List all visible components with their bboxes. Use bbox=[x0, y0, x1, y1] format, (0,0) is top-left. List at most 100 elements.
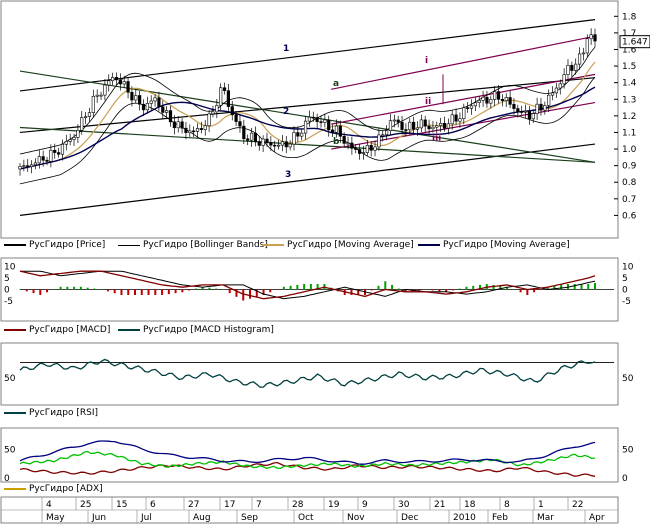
macd-histogram-bar bbox=[59, 286, 62, 290]
candle-body bbox=[176, 121, 180, 129]
candle-body bbox=[111, 77, 115, 82]
macd-histogram-bar bbox=[120, 289, 123, 295]
legend-swatch-macd-hist bbox=[118, 329, 140, 331]
macd-histogram-bar bbox=[39, 289, 42, 295]
candle-body bbox=[153, 97, 157, 102]
candle-body bbox=[323, 119, 327, 123]
macd-histogram-bar bbox=[228, 289, 231, 294]
macd-histogram-bar bbox=[134, 289, 136, 295]
legend-label-macd: РусГидро [MACD] bbox=[29, 325, 111, 335]
legend-label-rsi: РусГидро [RSI] bbox=[29, 408, 98, 418]
price-ytick-label: 1.6 bbox=[622, 45, 637, 55]
macd-histogram-bar bbox=[79, 286, 82, 290]
candle-body bbox=[377, 134, 381, 148]
adx-ytick-label-left: 50 bbox=[4, 445, 16, 455]
adx-ytick-label-right: 50 bbox=[622, 445, 634, 455]
macd-histogram-bar bbox=[194, 288, 197, 290]
candle-body bbox=[145, 103, 149, 111]
macd-histogram-bar bbox=[73, 286, 76, 290]
candle-body bbox=[577, 53, 582, 65]
candle-body bbox=[327, 119, 331, 131]
channel-line-upper bbox=[331, 35, 596, 90]
candle-body bbox=[346, 142, 350, 145]
candle-body bbox=[222, 87, 227, 91]
candle-body bbox=[288, 143, 292, 148]
macd-histogram-bar bbox=[309, 284, 312, 290]
macd-histogram-bar bbox=[289, 285, 292, 290]
month-label: 2010 bbox=[453, 513, 476, 523]
rsi-panel-frame[interactable] bbox=[0, 342, 619, 406]
macd-ytick-label-right: -5 bbox=[622, 297, 631, 307]
candle-body bbox=[427, 125, 431, 130]
macd-histogram-bar bbox=[303, 284, 306, 290]
macd-histogram-bar bbox=[465, 286, 468, 290]
candle-body bbox=[508, 97, 512, 105]
candle-body bbox=[454, 114, 458, 122]
legend-swatch-ma-gold bbox=[262, 244, 284, 246]
candle-body bbox=[261, 138, 265, 146]
candle-body bbox=[168, 110, 173, 123]
candle-body bbox=[570, 64, 574, 71]
legend-swatch-rsi bbox=[4, 412, 26, 414]
legend-item-ma-gold: РусГидро [Moving Average] bbox=[262, 240, 414, 250]
macd-histogram-bar bbox=[25, 289, 28, 292]
candle-body bbox=[95, 94, 99, 97]
annotation-label: a bbox=[333, 79, 339, 89]
annotation-label: b bbox=[333, 137, 340, 147]
month-label: Feb bbox=[492, 513, 508, 523]
candle-body bbox=[188, 130, 192, 133]
month-label: Jul bbox=[140, 513, 152, 523]
candle-body bbox=[238, 121, 242, 127]
price-ytick-label: 1.4 bbox=[622, 79, 637, 89]
candle-body bbox=[253, 132, 258, 142]
candle-body bbox=[276, 144, 281, 147]
rsi-line bbox=[19, 358, 596, 388]
macd-histogram-bar bbox=[86, 287, 89, 290]
candle-body bbox=[504, 97, 508, 101]
adx-minus-di-line bbox=[19, 461, 596, 477]
macd-histogram-bar bbox=[533, 289, 536, 293]
candle-body bbox=[311, 116, 315, 119]
candle-body bbox=[520, 111, 524, 113]
candle-body bbox=[60, 143, 65, 155]
candle-body bbox=[566, 64, 570, 75]
legend-swatch-macd bbox=[4, 329, 26, 331]
annotation-label: ii bbox=[425, 97, 431, 107]
legend-label-ma-gold: РусГидро [Moving Average] bbox=[287, 240, 414, 250]
legend-item-rsi: РусГидро [RSI] bbox=[4, 408, 98, 418]
candle-body bbox=[180, 121, 184, 129]
candle-body bbox=[439, 123, 443, 126]
day-label: 15 bbox=[116, 500, 127, 510]
price-ytick-label: 0.9 bbox=[622, 162, 637, 172]
channel-line-mid bbox=[331, 73, 596, 125]
macd-histogram-bar bbox=[519, 289, 522, 293]
candle-body bbox=[466, 107, 470, 109]
candle-body bbox=[412, 121, 416, 130]
month-label: Aug bbox=[193, 513, 211, 523]
candle-body bbox=[388, 120, 393, 131]
candle-body bbox=[493, 91, 497, 100]
macd-histogram-bar bbox=[350, 289, 353, 295]
macd-line bbox=[19, 270, 596, 300]
month-label: Sep bbox=[241, 513, 258, 523]
candle-body bbox=[423, 119, 427, 127]
macd-histogram-bar bbox=[235, 289, 238, 297]
candle-body bbox=[442, 123, 447, 129]
macd-histogram-bar bbox=[19, 289, 21, 290]
candle-body bbox=[462, 107, 466, 119]
macd-histogram-bar bbox=[539, 289, 542, 290]
adx-plus-di-line bbox=[19, 450, 596, 470]
rsi-legend: РусГидро [RSI] bbox=[0, 408, 650, 420]
legend-item-price: РусГидро [Price] bbox=[4, 240, 105, 250]
candle-body bbox=[581, 52, 586, 55]
macd-histogram-bar bbox=[93, 288, 96, 290]
macd-histogram-bar bbox=[208, 287, 211, 290]
candle-body bbox=[56, 152, 61, 155]
candle-body bbox=[477, 99, 481, 103]
candle-body bbox=[485, 96, 489, 104]
candle-body bbox=[18, 166, 22, 170]
macd-histogram-bar bbox=[391, 284, 394, 290]
candle-body bbox=[72, 137, 76, 140]
macd-histogram-bar bbox=[52, 289, 55, 290]
candle-body bbox=[114, 77, 119, 81]
